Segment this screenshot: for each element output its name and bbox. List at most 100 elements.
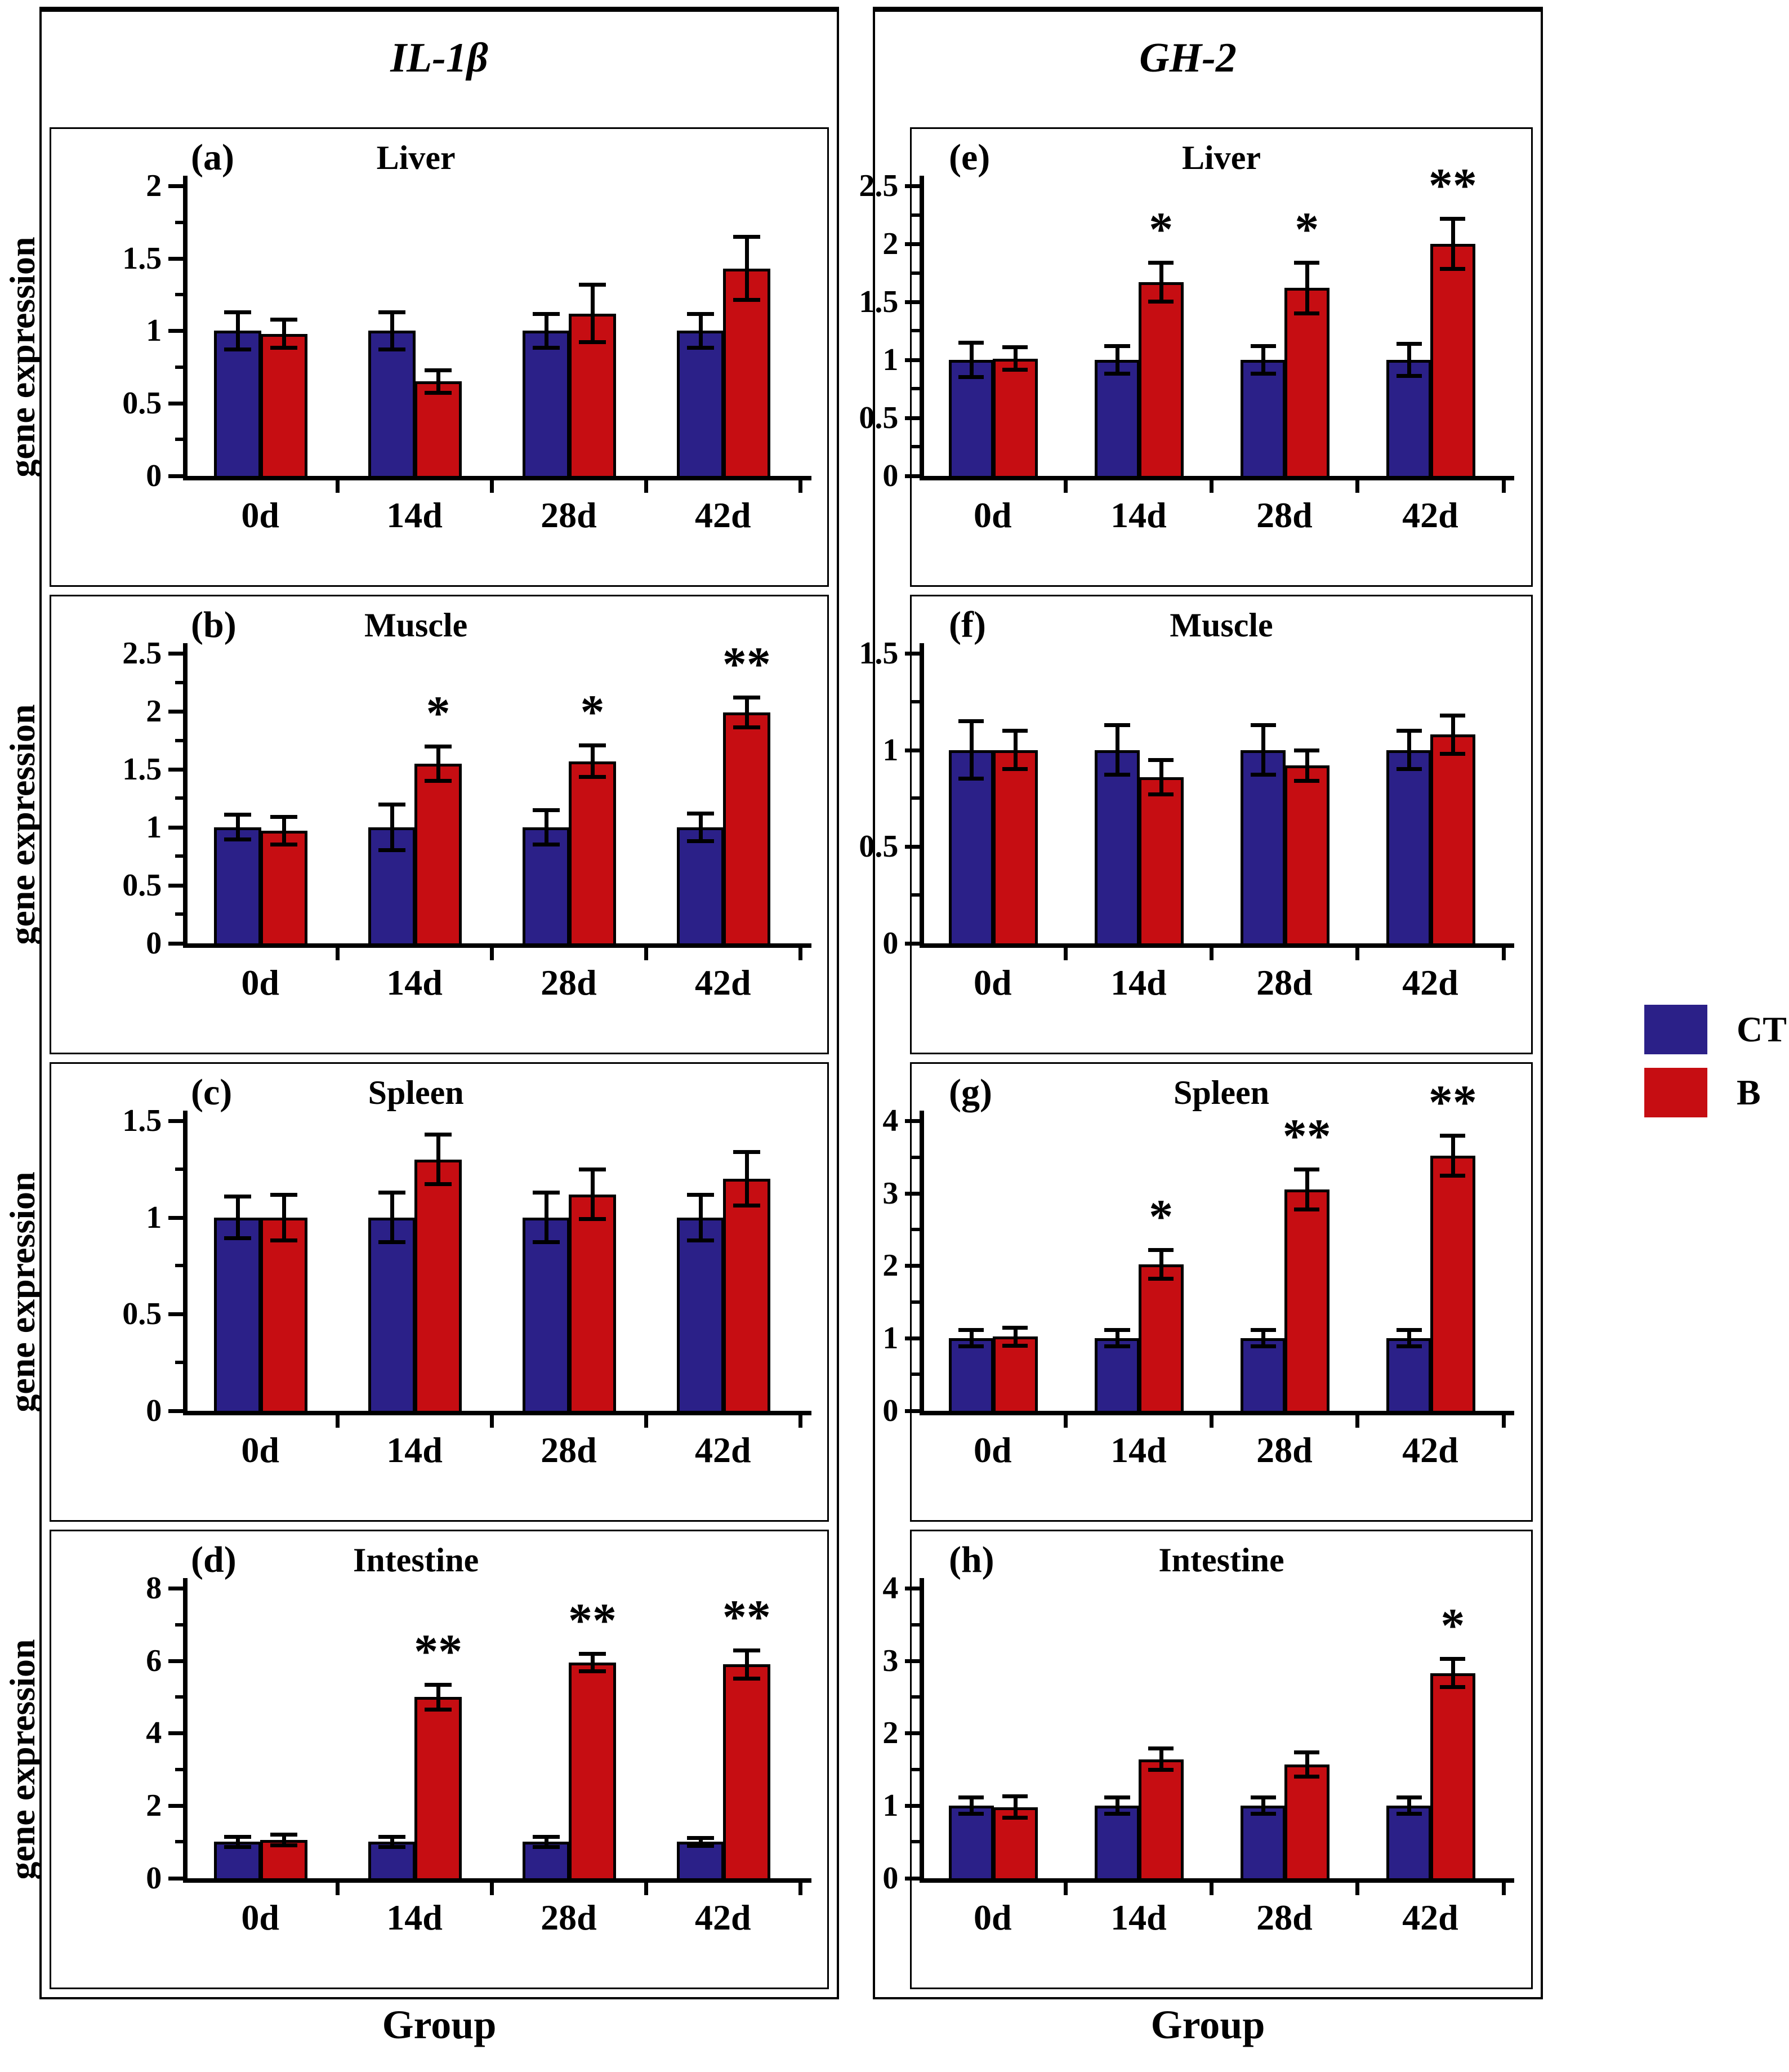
y-tick-label: 1 <box>146 809 162 845</box>
error-bar-line <box>390 1192 394 1243</box>
error-bar-cap-bottom <box>533 842 560 846</box>
x-axis-label-right: Group <box>1150 2002 1265 2047</box>
panel-title: Muscle <box>364 607 468 644</box>
y-tick <box>905 1264 920 1268</box>
y-tick-label: 1 <box>146 1200 162 1235</box>
error-bar-line <box>1407 730 1412 769</box>
error-bar-cap-bottom <box>1396 767 1422 771</box>
error-bar-cap-top <box>1148 261 1174 265</box>
error-bar-cap-bottom <box>1250 773 1276 777</box>
error-bar-cap-top <box>1002 1325 1028 1330</box>
error-bar-cap-bottom <box>425 391 452 395</box>
legend-item-b: B <box>1644 1068 1787 1117</box>
bar-b-14d <box>1138 282 1184 479</box>
x-tick <box>1501 1415 1506 1428</box>
significance-mark: ** <box>414 1624 463 1678</box>
y-tick <box>905 652 920 656</box>
error-bar-cap-top <box>1294 1168 1320 1172</box>
x-tick <box>644 480 648 493</box>
error-bar-cap-top <box>224 1194 251 1198</box>
error-bar-cap-bottom <box>1440 1685 1466 1690</box>
y-tick <box>168 1119 184 1124</box>
error-bar-cap-top <box>1440 713 1466 718</box>
error-bar-cap-bottom <box>378 1844 405 1849</box>
panel-letter: (g) <box>949 1071 992 1113</box>
error-bar-cap-top <box>686 1192 714 1197</box>
bar-b-0d <box>260 831 308 946</box>
y-tick-label: 2 <box>882 1715 899 1751</box>
error-bar-cap-bottom <box>1294 1774 1320 1779</box>
y-tick-label: 0 <box>146 458 162 493</box>
bar-b-0d <box>260 1217 308 1414</box>
bar-ct-28d <box>1241 359 1286 479</box>
error-bar-line <box>1407 344 1412 376</box>
x-tick <box>1210 1882 1214 1895</box>
bar-b-28d <box>1284 765 1330 946</box>
x-axis <box>920 943 1515 948</box>
error-bar-cap-bottom <box>1440 751 1466 756</box>
significance-mark: * <box>1295 202 1319 257</box>
bar-ct-28d <box>1241 1806 1286 1881</box>
category-label: 42d <box>1402 1429 1458 1470</box>
y-tick <box>168 710 184 714</box>
error-bar-cap-top <box>378 802 405 806</box>
x-axis <box>920 1410 1515 1415</box>
category-label: 0d <box>241 494 279 535</box>
legend-item-ct: CT <box>1644 1005 1787 1054</box>
bar-b-14d <box>414 1697 462 1881</box>
error-bar-cap-bottom <box>1250 371 1276 376</box>
error-bar-cap-bottom <box>733 725 760 729</box>
error-bar-cap-bottom <box>579 1217 606 1222</box>
panel-letter: (f) <box>949 604 986 645</box>
error-bar-cap-bottom <box>686 346 714 350</box>
x-tick <box>336 1882 340 1895</box>
error-bar-cap-bottom <box>579 340 606 344</box>
error-bar-cap-top <box>270 1192 298 1197</box>
y-minor-tick <box>175 796 184 800</box>
significance-mark: * <box>1440 1598 1465 1652</box>
x-tick <box>1064 480 1068 493</box>
y-tick <box>168 402 184 406</box>
x-axis-label-left: Group <box>382 2002 497 2047</box>
error-bar-line <box>1305 262 1309 314</box>
legend-label-ct: CT <box>1737 1009 1787 1049</box>
y-minor-tick <box>175 912 184 916</box>
bar-b-28d <box>1284 1189 1330 1414</box>
error-bar-line <box>236 1196 240 1239</box>
error-bar-line <box>744 1650 749 1679</box>
y-tick <box>905 184 920 189</box>
y-tick-label: 4 <box>882 1103 899 1139</box>
bar-ct-14d <box>368 331 416 479</box>
bar-ct-14d <box>1095 1806 1140 1881</box>
y-minor-tick <box>175 680 184 684</box>
il1b-column-box: IL-1β (a) Liver 0 0.5 1 1.5 2 0d 14d 28d 42d (b) Mu… <box>39 7 839 1999</box>
y-minor-tick <box>175 1840 184 1844</box>
error-bar-line <box>969 1329 974 1347</box>
y-tick-label: 0.5 <box>122 867 162 903</box>
panel-letter: (a) <box>191 136 234 178</box>
x-tick <box>490 480 494 493</box>
error-bar-cap-top <box>1104 344 1130 349</box>
y-tick <box>905 242 920 247</box>
error-bar-cap-bottom <box>1002 767 1028 771</box>
y-axis <box>183 1578 188 1883</box>
panel-letter: (e) <box>949 136 991 178</box>
error-bar-cap-top <box>1440 1656 1466 1661</box>
error-bar-line <box>1116 1329 1120 1347</box>
bar-b-14d <box>1138 777 1184 946</box>
y-axis-label-row4: gene expression <box>2 1639 42 1880</box>
y-minor-tick <box>175 1623 184 1627</box>
category-label: 42d <box>695 962 751 1002</box>
error-bar-cap-top <box>686 1835 714 1840</box>
y-tick <box>905 1191 920 1196</box>
x-tick <box>1355 947 1360 960</box>
y-tick-label: 0.5 <box>122 386 162 421</box>
error-bar-cap-top <box>378 1834 405 1839</box>
category-label: 14d <box>386 962 443 1002</box>
bar-ct-0d <box>949 750 994 946</box>
category-label: 14d <box>386 1897 443 1937</box>
error-bar-cap-bottom <box>1440 1173 1466 1178</box>
y-axis <box>920 1111 925 1415</box>
category-label: 0d <box>241 962 279 1002</box>
category-label: 0d <box>974 494 1012 535</box>
